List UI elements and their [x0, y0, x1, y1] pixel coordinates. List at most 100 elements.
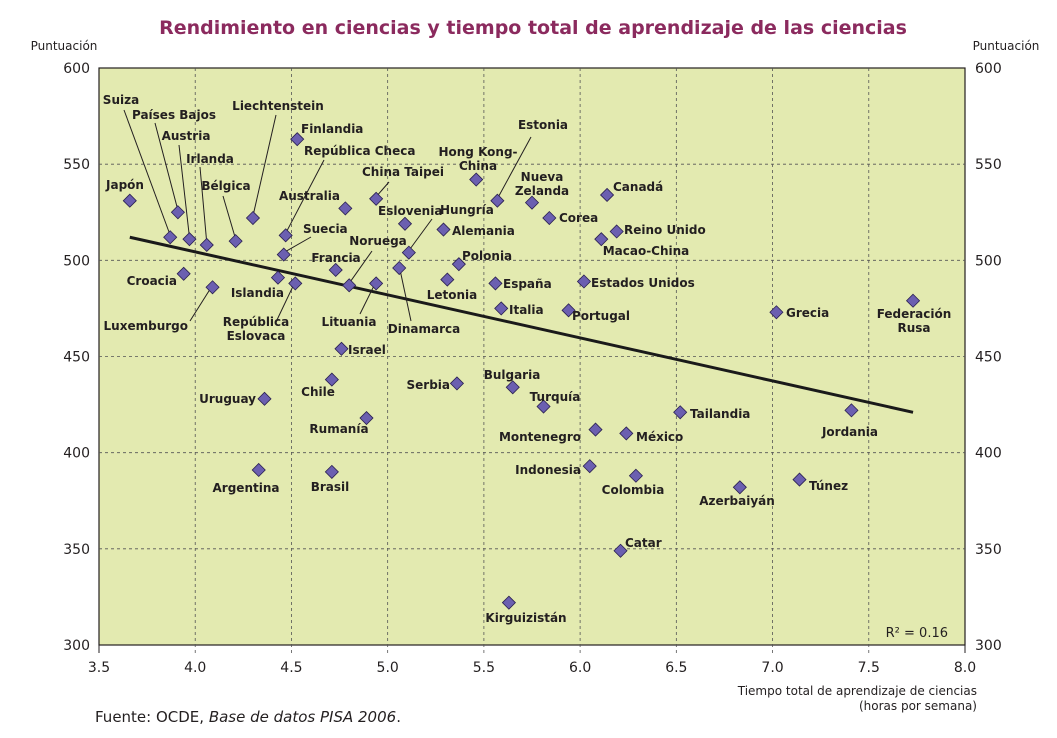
data-point-marker: [613, 543, 628, 558]
data-point-marker: [122, 193, 137, 208]
data-point-marker: [440, 272, 455, 287]
leader-line: [178, 144, 190, 238]
data-point-marker: [436, 222, 451, 237]
data-point-label: Liechtenstein: [232, 99, 324, 113]
data-point-marker: [251, 462, 266, 478]
data-point-marker: [288, 276, 303, 291]
x-tick-label: 7.0: [761, 660, 783, 676]
data-point-label: Turquía: [530, 390, 581, 404]
data-point-marker: [369, 191, 384, 206]
y-tick-label-left: 300: [63, 638, 90, 654]
y-tick-label-left: 350: [63, 542, 90, 558]
data-point-marker: [228, 234, 243, 249]
data-point-label: Suiza: [103, 93, 139, 107]
data-point-marker: [469, 172, 484, 187]
data-point-label: Federación Rusa: [877, 307, 952, 335]
data-point-label: Hong Kong-China: [438, 145, 517, 173]
data-point-label: Kirguizistán: [485, 611, 566, 625]
data-point-label: Estados Unidos: [591, 276, 695, 290]
data-point-label: Tailandia: [690, 407, 750, 421]
data-point-marker: [451, 257, 466, 272]
data-point-marker: [673, 405, 688, 420]
data-point-marker: [392, 260, 407, 276]
data-point-marker: [324, 372, 339, 387]
data-point-label: Israel: [348, 343, 386, 357]
leader-line: [199, 166, 208, 243]
x-tick-label: 8.0: [954, 660, 976, 676]
y-tick-label-right: 350: [975, 542, 1002, 558]
chart-title: Rendimiento en ciencias y tiempo total d…: [159, 17, 907, 39]
data-point-label: Hungría: [440, 203, 494, 217]
trend-line: [129, 235, 914, 414]
data-point-marker: [163, 230, 178, 245]
y-tick-label-left: 600: [63, 61, 90, 77]
data-point-label: República Checa: [304, 144, 415, 158]
data-point-marker: [536, 399, 551, 414]
y-tick-label-left: 400: [63, 446, 90, 462]
data-point-marker: [582, 459, 597, 474]
data-point-label: Suecia: [303, 222, 348, 236]
data-point-marker: [182, 232, 197, 247]
data-point-label: Montenegro: [499, 430, 581, 444]
data-point-marker: [369, 276, 384, 291]
data-point-label: Letonia: [427, 288, 478, 302]
data-point-marker: [561, 303, 576, 318]
data-point-marker: [290, 132, 305, 147]
x-tick-label: 5.0: [377, 660, 399, 676]
source-italic: Base de datos PISA 2006: [209, 708, 396, 726]
data-point-marker: [542, 210, 557, 226]
data-point-label: Argentina: [213, 481, 280, 495]
data-point-marker: [628, 468, 643, 483]
source-note: Fuente: OCDE, Base de datos PISA 2006.: [95, 708, 401, 726]
data-point-marker: [494, 301, 509, 316]
data-point-marker: [276, 247, 291, 262]
x-tick-label: 6.5: [665, 660, 687, 676]
data-point-label: Polonia: [462, 249, 512, 263]
data-point-label: Túnez: [809, 479, 848, 493]
data-point-marker: [324, 464, 339, 479]
y-tick-label-right: 300: [975, 638, 1002, 654]
leader-line: [222, 195, 237, 240]
data-point-label: Países Bajos: [132, 108, 216, 122]
leader-line: [408, 218, 433, 251]
y-axis-label-left: Puntuación: [31, 39, 98, 53]
data-point-label: Jordania: [821, 425, 878, 439]
data-point-label: Reino Unido: [624, 223, 706, 237]
data-point-label: Noruega: [349, 234, 407, 248]
data-point-marker: [576, 274, 592, 289]
data-point-label: Canadá: [613, 180, 663, 194]
data-point-label: Catar: [625, 536, 662, 550]
data-point-label: México: [636, 430, 683, 444]
data-point-marker: [257, 391, 272, 406]
data-point-label: Eslovenia: [378, 204, 442, 218]
data-point-marker: [397, 216, 413, 231]
y-tick-label-right: 400: [975, 446, 1002, 462]
data-point-label: España: [503, 277, 552, 291]
y-tick-label-right: 500: [975, 253, 1002, 269]
data-point-label: Alemania: [452, 224, 515, 238]
data-point-marker: [594, 232, 609, 247]
source-prefix: Fuente: OCDE,: [95, 708, 209, 726]
grid: [98, 68, 966, 653]
data-point-label: Grecia: [786, 306, 829, 320]
data-point-label: Dinamarca: [388, 322, 460, 336]
data-point-label: Colombia: [602, 483, 665, 497]
data-point-label: China Taipei: [362, 165, 444, 179]
data-point-label: Chile: [301, 385, 335, 399]
x-tick-label: 6.0: [569, 660, 591, 676]
data-point-marker: [505, 380, 520, 395]
source-suffix: .: [396, 708, 401, 726]
data-point-marker: [588, 422, 603, 437]
data-point-label: Estonia: [518, 118, 568, 132]
data-point-marker: [359, 410, 374, 426]
data-point-marker: [334, 341, 349, 356]
data-point-marker: [205, 280, 220, 295]
data-point-label: Lituania: [322, 315, 377, 329]
x-axis-label-sub: (horas por semana): [859, 699, 977, 713]
r-squared-annotation: R² = 0.16: [886, 626, 948, 641]
data-point-label: Bélgica: [201, 179, 250, 193]
data-point-marker: [844, 403, 859, 418]
y-tick-label-right: 600: [975, 61, 1002, 77]
data-point-marker: [328, 262, 343, 278]
